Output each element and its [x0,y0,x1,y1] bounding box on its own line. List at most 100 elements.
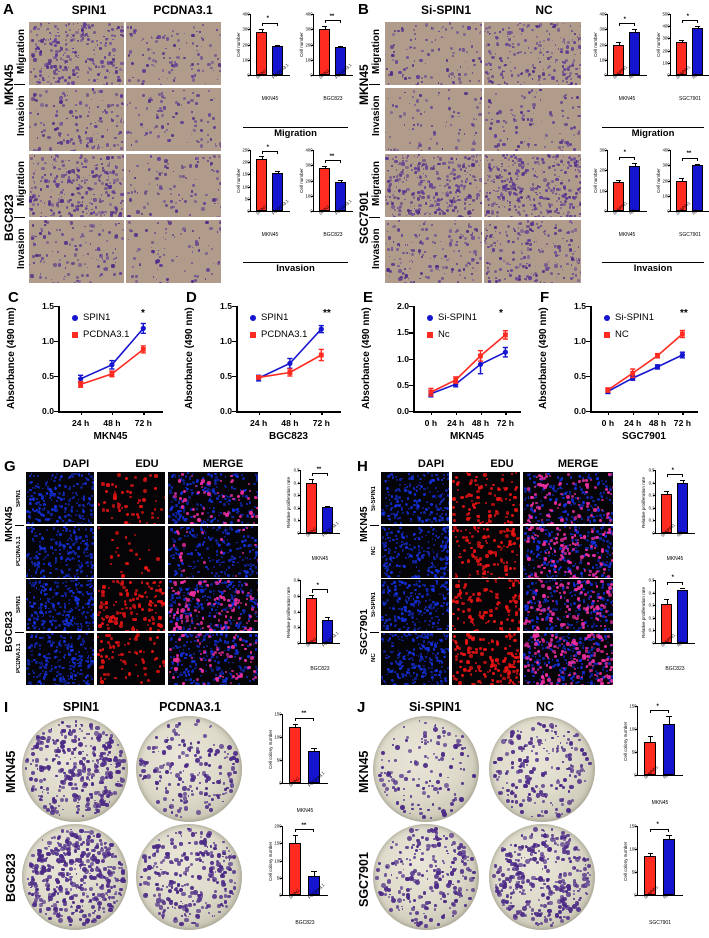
bar-1 [629,32,640,75]
panel-H-chart-bgc823: 0 0.1 0.2 0.3 0.4 0.5 Relative proliferation r… [641,575,695,648]
panel-A-cell-divider-0 [14,84,25,86]
error-bar-1 [277,170,279,174]
panel-H-merge-r2 [523,579,613,631]
panel-B-chart-sgc7901-migration-caption: SGC7901 [664,96,709,102]
panel-G-merge-r1 [168,525,258,578]
series-1-point-2 [655,353,660,359]
y-tick [247,186,250,188]
significance-marker: * [267,16,269,22]
y-tick [279,860,282,862]
significance-marker: * [267,145,269,151]
y-tick [604,170,607,172]
y-tick-label: 0 [297,641,299,646]
panel-G-chart-mkn45-caption: MKN45 [294,556,346,562]
panel-B-chart-mkn45-invasion: 0 100 200 300 Cell number Si-SPIN1 NC * [593,148,647,216]
error-bar-0 [261,155,263,160]
y-axis-label: Cell number [593,14,598,76]
y-tick [297,507,300,509]
panel-H-cell-label-sgc7901: SGC7901 [358,580,370,684]
y-tick-label: 0.0 [381,406,409,416]
y-tick-label: 0 [634,893,636,898]
panel-I-chart-bgc823: 0 50 100 150 200 Cell colony number SPIN1 PCDNA… [268,823,328,900]
significance-bracket [666,474,683,478]
x-axis [236,411,341,413]
y-tick-label: 150 [242,172,249,177]
y-tick [667,50,670,52]
panel-G-edu-r1 [97,525,165,578]
legend-label-1: PCDNA3.1 [83,329,129,340]
y-axis [670,150,671,212]
y-tick [310,211,313,212]
y-axis [236,306,238,411]
bar-0 [676,41,687,75]
error-bar-0 [650,853,652,857]
y-tick [667,165,670,167]
y-tick [297,533,300,534]
bar-1 [677,483,688,533]
x-tick [258,411,260,415]
significance-marker: ** [302,711,307,717]
y-tick [232,341,236,343]
y-tick [604,59,607,61]
y-tick [310,180,313,182]
x-axis [300,643,340,644]
y-tick-label: 1.0 [204,336,232,346]
bar-0 [306,598,317,643]
y-tick-label: 0 [652,641,654,646]
error-cap-1 [275,45,281,47]
panel-B-row-label-mkn45-invasion: Invasion [371,86,383,146]
series-0-point-0 [78,376,84,382]
panel-B-chart-mkn45-migration: 0 100 200 300 400 Cell number Si-SPIN1 NC * [593,12,647,80]
y-tick-label: 300 [305,163,312,168]
legend-marker-0 [250,315,256,321]
panel-H-dapi-r2 [381,579,449,631]
y-tick [279,760,282,761]
significance-marker: ** [323,308,331,319]
y-tick [297,643,300,644]
panel-B-group-line-migration [602,127,704,128]
series-plot [428,330,508,398]
y-axis [637,706,638,776]
significance-marker: ** [687,151,692,157]
y-tick [54,411,58,413]
y-tick-label: 50 [245,196,250,201]
y-tick-label: 0.8 [294,578,300,583]
panel-G-chart-bgc823: 0 0.2 0.4 0.6 0.8 Relative proliferation rate… [286,578,340,648]
panel-A-micrograph-r0-c1 [126,22,221,85]
panel-C: C 0.0 0.5 1.0 1.5 24 h 48 h 72 h Absorbance (49… [0,288,178,456]
panel-A-row-label-mkn45-invasion: Invasion [16,86,28,146]
y-tick-label: 0.6 [294,593,300,598]
panel-A-row-label-bgc823-migration: Migration [16,154,28,214]
bar-0 [289,727,302,783]
series-1-point-2 [318,352,324,358]
y-axis [300,580,301,644]
y-axis [250,150,251,212]
y-tick-label: 0.5 [26,371,54,381]
significance-marker: * [317,583,319,589]
y-tick [279,826,282,827]
legend-label-0: Si-SPIN1 [615,312,654,323]
x-axis [655,533,695,534]
error-bar-1 [697,26,699,29]
y-tick [667,14,670,15]
bar-0 [319,168,330,211]
panel-A-group-caption-migration: Migration [243,128,348,139]
panel-E: E 0.0 0.5 1.0 1.5 2.0 0 h 24 h 48 h 72 h Absorban… [355,288,532,456]
error-cap-1 [338,45,344,47]
x-axis [637,895,683,896]
significance-marker: * [687,14,689,20]
y-axis [655,580,656,644]
y-tick-label: 0 [297,531,299,536]
error-cap-1 [680,587,686,589]
x-tick-label: 48 h [281,418,298,428]
x-tick [607,411,610,415]
y-tick [652,580,655,581]
x-axis [300,533,340,534]
panel-H-chart-mkn45-caption: MKN45 [649,556,701,562]
significance-marker: * [657,704,659,710]
bar-1 [335,46,346,75]
panel-J-chart-mkn45: 0 50 100 150 Cell colony number Si-SPIN1 NC * [623,704,683,780]
y-tick [634,775,637,776]
significance-marker: ** [330,14,335,20]
panel-B-micrograph-r2-c0 [385,154,482,217]
